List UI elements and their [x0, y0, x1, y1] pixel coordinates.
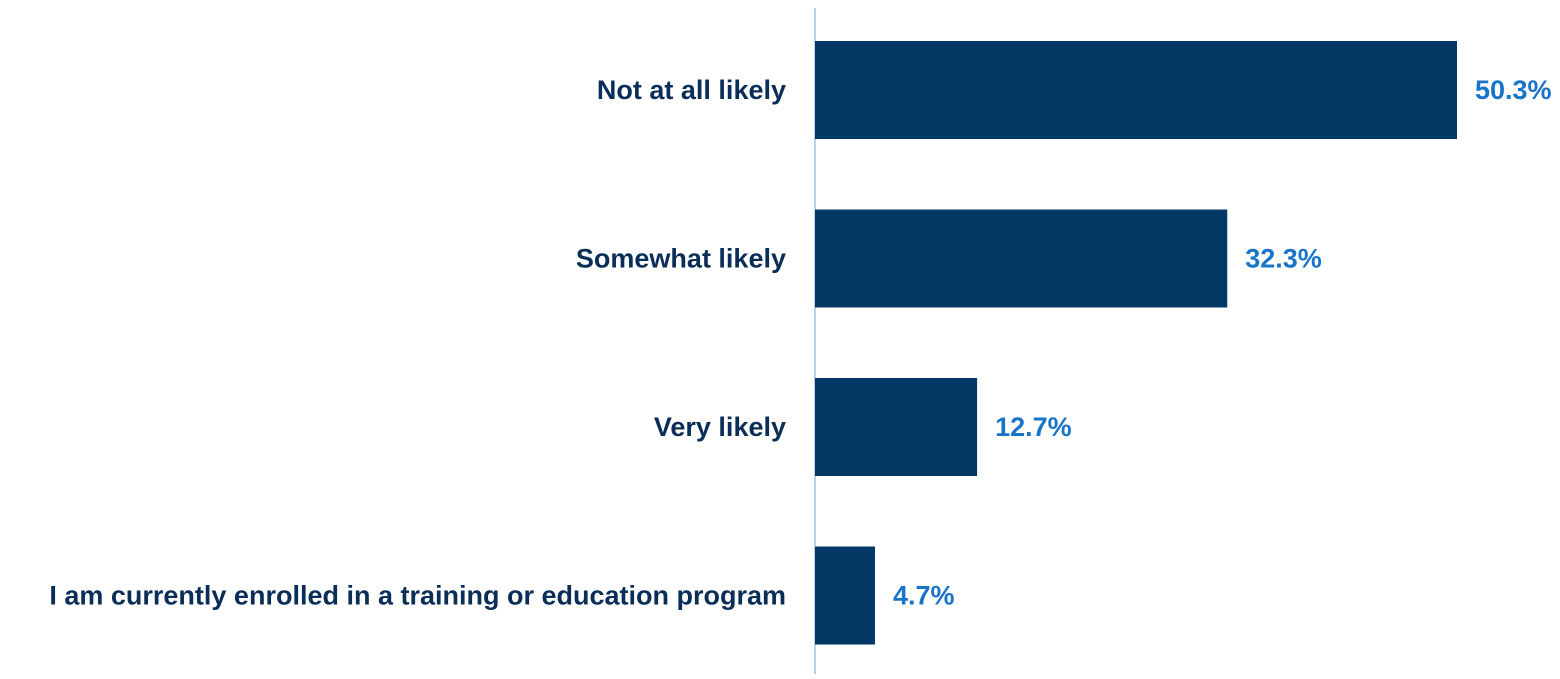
bars-group	[815, 41, 1457, 645]
category-label-3: Very likely	[654, 412, 786, 442]
value-label-2: 32.3%	[1245, 244, 1322, 274]
bar-3	[815, 378, 978, 476]
category-labels-group: Not at all likely Somewhat likely Very lik…	[49, 75, 786, 611]
category-label-4: I am currently enrolled in a training or…	[49, 581, 786, 611]
value-label-1: 50.3%	[1475, 75, 1552, 105]
category-label-1: Not at all likely	[597, 75, 786, 105]
bar-1	[815, 41, 1457, 139]
category-label-2: Somewhat likely	[576, 244, 786, 274]
bar-4	[815, 546, 875, 645]
value-label-3: 12.7%	[995, 412, 1072, 442]
value-label-4: 4.7%	[893, 581, 955, 611]
value-labels-group: 50.3% 32.3% 12.7% 4.7%	[893, 75, 1552, 611]
bar-2	[815, 209, 1228, 308]
